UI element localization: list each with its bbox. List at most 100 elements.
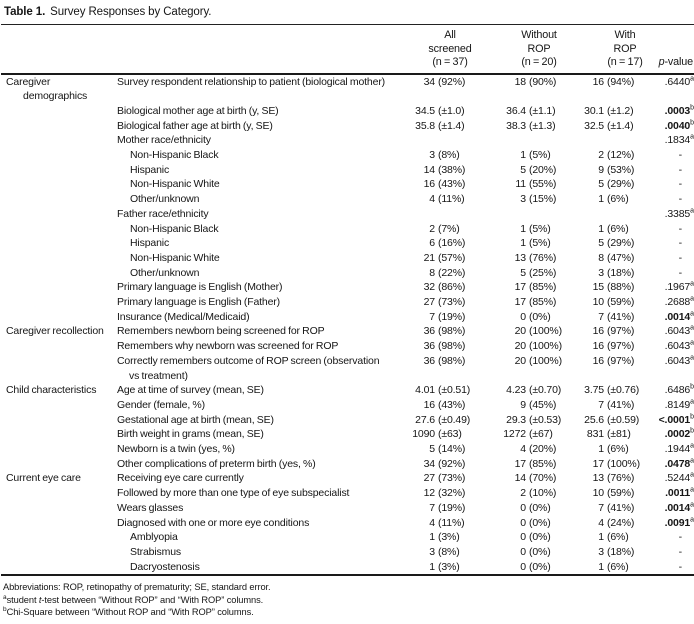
all-screened-cell: 2 (7%) — [387, 222, 475, 237]
without-rop-cell: 20 (100%) — [475, 339, 565, 354]
with-rop-cell: 25.6 (±0.59) — [565, 413, 647, 428]
value-number: 21 — [423, 251, 436, 264]
value-paren: (98%) — [438, 354, 466, 367]
value-number: 10 — [592, 487, 605, 500]
p-value: .0478 — [664, 457, 691, 470]
value-number: 3 — [429, 546, 435, 558]
value-number: 13 — [514, 251, 527, 264]
without-rop-cell: 0 (0%) — [475, 516, 565, 531]
without-rop-cell: 4 (20%) — [475, 442, 565, 457]
with-rop-cell: 16 (97%) — [565, 354, 647, 383]
category-cell — [1, 457, 111, 472]
value-paren: (57%) — [438, 251, 466, 264]
value-number: 3 — [520, 193, 526, 206]
category-cell — [1, 280, 111, 295]
with-rop-cell: 1 (6%) — [565, 560, 647, 576]
value-paren: (85%) — [529, 296, 557, 309]
without-rop-cell: 3 (15%) — [475, 192, 565, 207]
without-rop-cell: 14 (70%) — [475, 471, 565, 486]
value-paren: (0%) — [529, 560, 551, 573]
p-value: .0002 — [664, 428, 691, 441]
value-number: 27 — [423, 296, 436, 309]
value-paren: (29%) — [607, 178, 635, 191]
value-number: 27 — [423, 472, 436, 485]
item-cell: Primary language is English (Mother) — [117, 281, 283, 294]
header-line2: (n = 37) — [432, 56, 468, 68]
all-screened-cell: 16 (43%) — [387, 177, 475, 192]
table-footnotes: Abbreviations: ROP, retinopathy of prema… — [1, 581, 693, 618]
p-value-superscript: b — [690, 119, 694, 127]
all-screened-cell: 14 (38%) — [387, 163, 475, 178]
table-row: Non-Hispanic Black 2 (7%) 1 (5%) 1 (6%) - — [1, 222, 694, 237]
table-row: Insurance (Medical/Medicaid) 7 (19%) 0 (0%) 7… — [1, 310, 694, 325]
no-value-dash: - — [678, 251, 683, 264]
category-cell — [1, 413, 111, 428]
value-number: 0 — [520, 501, 526, 514]
table-title: Table 1. Survey Responses by Category. — [1, 4, 693, 20]
without-rop-cell: 38.3 (±1.3) — [475, 119, 565, 134]
footnote-a: astudent t-test between “Without ROP” an… — [3, 593, 264, 605]
item-cell: Receiving eye care currently — [117, 472, 244, 485]
value-paren: (20%) — [529, 163, 557, 176]
with-rop-cell: 16 (94%) — [565, 74, 647, 104]
value-number: 1 — [598, 531, 604, 544]
value-number: 15 — [592, 281, 605, 294]
without-rop-cell: 0 (0%) — [475, 560, 565, 576]
category-cell — [1, 236, 111, 251]
without-rop-cell: 0 (0%) — [475, 530, 565, 545]
no-value-dash: - — [678, 560, 683, 573]
item-cell: Non-Hispanic Black — [130, 222, 219, 235]
column-header-item-spacer — [111, 24, 387, 75]
category-cell — [1, 133, 111, 148]
table-row: Amblyopia 1 (3%) 0 (0%) 1 (6%) - — [1, 530, 694, 545]
p-value-superscript: a — [690, 398, 694, 406]
value-paren: (97%) — [607, 354, 635, 367]
category-cell: Caregiver recollection — [6, 325, 104, 338]
value-number: 6 — [429, 237, 435, 250]
p-value-cell: - — [647, 251, 694, 266]
value-paren: (±1.3) — [529, 119, 556, 132]
column-header-without-rop: Without ROP (n = 20) — [475, 24, 565, 75]
with-rop-cell: 9 (53%) — [565, 163, 647, 178]
with-rop-cell: 3 (18%) — [565, 545, 647, 560]
without-rop-cell: 2 (10%) — [475, 486, 565, 501]
p-rest: -value — [664, 56, 693, 68]
with-rop-cell: 16 (97%) — [565, 324, 647, 339]
value-paren: (±1.4) — [607, 119, 634, 132]
p-value-cell: - — [647, 545, 694, 560]
p-value: .8149 — [664, 398, 691, 411]
with-rop-cell: 4 (24%) — [565, 516, 647, 531]
value-number: 7 — [598, 501, 604, 514]
with-rop-cell: 30.1 (±1.2) — [565, 104, 647, 119]
p-value: .6440 — [664, 75, 691, 88]
p-value-cell: - — [647, 236, 694, 251]
value-paren: (29%) — [607, 237, 635, 250]
table-body: Caregiver demographics Survey respondent … — [1, 74, 694, 576]
p-value-cell: - — [647, 560, 694, 576]
table-row: Other complications of preterm birth (ye… — [1, 457, 694, 472]
value-paren: (97%) — [607, 340, 635, 353]
item-cell: Newborn is a twin (yes, %) — [117, 443, 235, 456]
p-value-cell: - — [647, 266, 694, 281]
p-value: .0011 — [665, 487, 691, 500]
value-number: 8 — [598, 251, 604, 264]
value-paren: (±0.49) — [438, 413, 471, 426]
item-cell: Insurance (Medical/Medicaid) — [117, 310, 250, 323]
p-value-cell: .0014a — [647, 501, 694, 516]
footnote-b-marker: b — [3, 606, 7, 614]
p-value-cell: <.0001b — [647, 413, 694, 428]
value-number: 17 — [514, 281, 527, 294]
value-number: 20 — [514, 325, 527, 338]
value-number: 2 — [598, 149, 604, 162]
table-row: Child characteristics Age at time of surv… — [1, 383, 694, 398]
value-number: 4 — [429, 516, 435, 529]
value-paren: (76%) — [607, 472, 635, 485]
without-rop-cell: 1 (5%) — [475, 148, 565, 163]
value-paren: (70%) — [529, 472, 557, 485]
p-value-cell: .8149a — [647, 398, 694, 413]
without-rop-cell: 17 (85%) — [475, 457, 565, 472]
item-cell: Other complications of preterm birth (ye… — [117, 457, 316, 470]
p-value: .0003 — [664, 104, 691, 117]
value-number: 831 — [586, 428, 604, 441]
value-number: 17 — [514, 457, 527, 470]
